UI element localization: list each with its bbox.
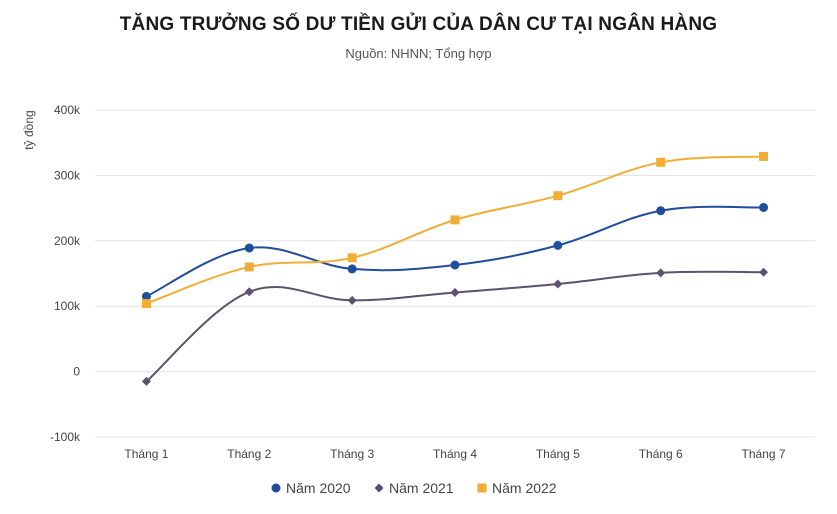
data-point xyxy=(347,264,357,274)
legend-label: Năm 2021 xyxy=(389,480,454,496)
data-point xyxy=(244,287,254,297)
y-tick-label: 200k xyxy=(54,234,81,248)
data-point xyxy=(759,202,769,212)
data-point xyxy=(347,253,357,263)
data-point xyxy=(656,206,666,216)
chart-title: TĂNG TRƯỞNG SỐ DƯ TIỀN GỬI CỦA DÂN CƯ TẠ… xyxy=(119,14,718,35)
data-point xyxy=(244,243,254,253)
x-tick-label: Tháng 4 xyxy=(433,447,477,461)
x-axis: Tháng 1 Tháng 2 Tháng 3 Tháng 4 Tháng 5 Tháng… xyxy=(124,447,786,461)
x-tick-label: Tháng 5 xyxy=(536,447,580,461)
series-line xyxy=(146,155,764,305)
data-point xyxy=(141,291,151,301)
data-point xyxy=(553,191,563,201)
legend-item: Năm 2022 xyxy=(477,480,557,496)
series-2 xyxy=(141,267,769,386)
legend: Năm 2020 Năm 2021 Năm 2022 xyxy=(271,480,557,496)
y-axis-label: tỷ đồng xyxy=(22,110,36,149)
series xyxy=(141,151,769,386)
data-point xyxy=(141,376,151,386)
legend-marker xyxy=(271,483,281,493)
legend-marker xyxy=(477,483,487,493)
series-3 xyxy=(141,151,769,309)
data-point xyxy=(244,262,254,272)
legend-marker xyxy=(374,483,384,493)
x-tick-label: Tháng 3 xyxy=(330,447,374,461)
x-tick-label: Tháng 6 xyxy=(639,447,683,461)
y-tick-label: 100k xyxy=(54,299,81,313)
y-tick-label: -100k xyxy=(50,430,81,444)
x-tick-label: Tháng 2 xyxy=(227,447,271,461)
y-tick-label: 0 xyxy=(73,365,80,379)
data-point xyxy=(450,215,460,225)
data-point xyxy=(759,151,769,161)
data-point xyxy=(450,260,460,270)
data-point xyxy=(141,299,151,309)
data-point xyxy=(656,268,666,278)
x-tick-label: Tháng 1 xyxy=(124,447,168,461)
y-tick-label: 300k xyxy=(54,168,81,182)
data-point xyxy=(656,157,666,167)
data-point xyxy=(450,287,460,297)
legend-item: Năm 2020 xyxy=(271,480,351,496)
y-tick-label: 400k xyxy=(54,103,81,117)
y-axis: 400k 300k 200k 100k 0 -100k xyxy=(50,103,81,444)
x-tick-label: Tháng 7 xyxy=(742,447,786,461)
data-point xyxy=(553,279,563,289)
data-point xyxy=(347,295,357,305)
grid xyxy=(95,109,815,438)
series-1 xyxy=(141,202,769,301)
chart-subtitle: Nguồn: NHNN; Tổng hợp xyxy=(345,46,492,61)
data-point xyxy=(759,267,769,277)
legend-label: Năm 2022 xyxy=(492,480,557,496)
legend-item: Năm 2021 xyxy=(374,480,454,496)
legend-label: Năm 2020 xyxy=(286,480,351,496)
data-point xyxy=(553,240,563,250)
